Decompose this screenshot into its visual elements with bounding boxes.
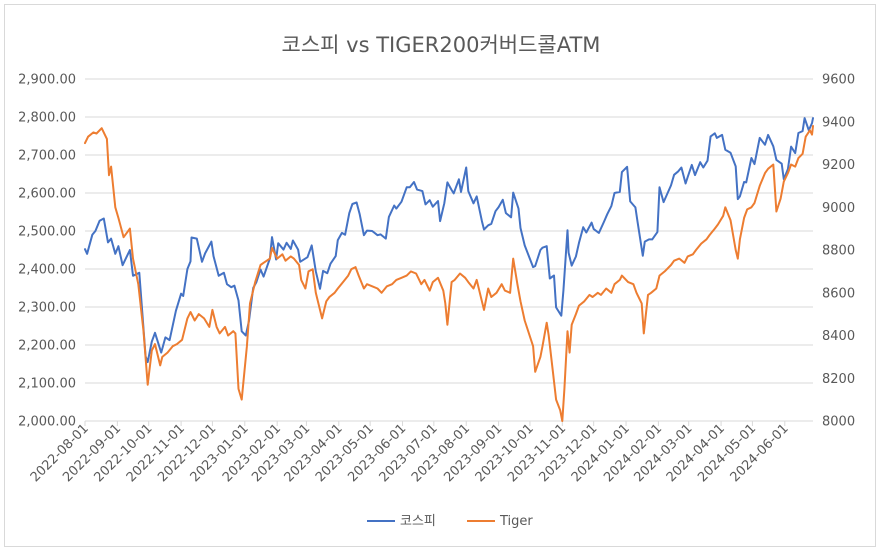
y-right-tick-label: 8400 <box>822 329 855 344</box>
y-left-tick-label: 2,800.00 <box>18 111 76 126</box>
chart-title: 코스피 vs TIGER200커버드콜ATM <box>282 33 601 57</box>
y-right-tick-label: 9600 <box>822 73 855 88</box>
y-left-tick-label: 2,000.00 <box>18 415 76 430</box>
gridlines <box>85 78 813 384</box>
y-left-tick-label: 2,200.00 <box>18 339 76 354</box>
y-left-tick-label: 2,300.00 <box>18 301 76 316</box>
y-right-tick-label: 8000 <box>822 415 855 430</box>
legend-label: Tiger <box>499 514 533 529</box>
y-right-tick-label: 9200 <box>822 158 855 173</box>
line-chart: 코스피 vs TIGER200커버드콜ATM 2,000.00 2,100.00 2… <box>18 33 855 529</box>
y-right-tick-label: 8600 <box>822 286 855 301</box>
y-left-tick-label: 2,400.00 <box>18 263 76 278</box>
y-left-tick-label: 2,500.00 <box>18 225 76 240</box>
y-right-tick-label: 9400 <box>822 115 855 130</box>
series-lines <box>84 117 814 422</box>
kospi-series-line <box>84 117 814 364</box>
legend: 코스피 Tiger <box>367 514 533 529</box>
tiger-series-line <box>84 125 814 422</box>
y-left-tick-label: 2,100.00 <box>18 377 76 392</box>
y-right-tick-label: 8800 <box>822 244 855 259</box>
y-left-tick-label: 2,600.00 <box>18 187 76 202</box>
y-left-tick-label: 2,700.00 <box>18 149 76 164</box>
chart-area: 코스피 vs TIGER200커버드콜ATM 2,000.00 2,100.00 2… <box>4 4 876 547</box>
legend-label: 코스피 <box>400 514 436 529</box>
y-right-tick-label: 8200 <box>822 372 855 387</box>
y-left-tick-label: 2,900.00 <box>18 73 76 88</box>
y-right-tick-label: 9000 <box>822 201 855 216</box>
